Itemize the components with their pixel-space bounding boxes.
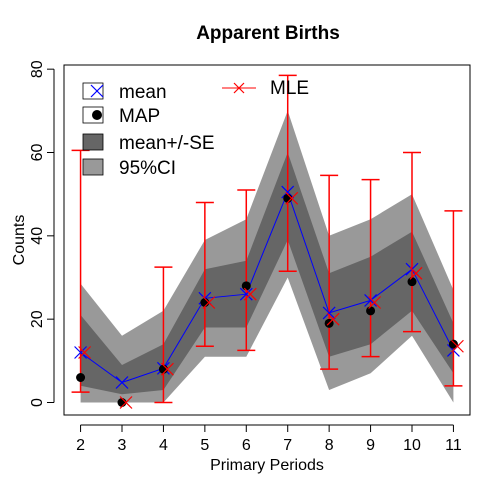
y-tick-label: 20 (29, 310, 46, 328)
legend-label-ci95: 95%CI (119, 158, 176, 179)
x-tick-label: 2 (76, 437, 85, 454)
map-point (118, 398, 127, 407)
x-axis-label: Primary Periods (210, 457, 324, 474)
y-tick-label: 60 (29, 144, 46, 162)
chart-title: Apparent Births (196, 23, 340, 44)
legend-map-marker (92, 110, 102, 120)
map-point (76, 373, 85, 382)
legend-entry-mean-se: mean+/-SE (83, 133, 215, 154)
map-point (200, 298, 209, 307)
legend-entry-ci95: 95%CI (83, 158, 176, 179)
x-tick-label: 3 (118, 437, 127, 454)
y-axis: 0 20 40 60 80 (29, 60, 54, 407)
y-tick-label: 0 (29, 398, 46, 407)
legend-swatch-mean-se (83, 134, 103, 150)
y-tick-label: 40 (29, 227, 46, 245)
x-tick-label: 9 (366, 437, 375, 454)
legend-mean-marker (91, 85, 103, 97)
x-tick-label: 11 (445, 437, 462, 454)
legend-entry-map: MAP (83, 106, 160, 127)
legend-swatch-ci95 (83, 159, 103, 175)
legend-label-mean: mean (119, 82, 167, 103)
y-axis-label: Counts (11, 215, 28, 266)
x-tick-label: 5 (200, 437, 209, 454)
legend-entry-mean: mean (83, 82, 167, 103)
map-point (366, 306, 375, 315)
x-axis: 2 3 4 5 6 7 8 9 10 11 (76, 425, 462, 454)
map-point (283, 194, 292, 203)
x-tick-label: 10 (403, 437, 421, 454)
legend-entry-mle: MLE (222, 78, 309, 99)
legend-label-mean-se: mean+/-SE (119, 133, 215, 154)
bands-layer (81, 111, 454, 403)
x-tick-label: 8 (325, 437, 334, 454)
map-point (408, 277, 417, 286)
x-tick-label: 7 (283, 437, 292, 454)
x-tick-label: 6 (242, 437, 251, 454)
legend-label-mle: MLE (270, 78, 309, 99)
legend-swatch-mean (83, 83, 103, 99)
legend-label-map: MAP (119, 106, 160, 127)
y-tick-label: 80 (29, 60, 46, 78)
map-point (159, 365, 168, 374)
map-point (242, 281, 251, 290)
x-tick-label: 4 (159, 437, 168, 454)
